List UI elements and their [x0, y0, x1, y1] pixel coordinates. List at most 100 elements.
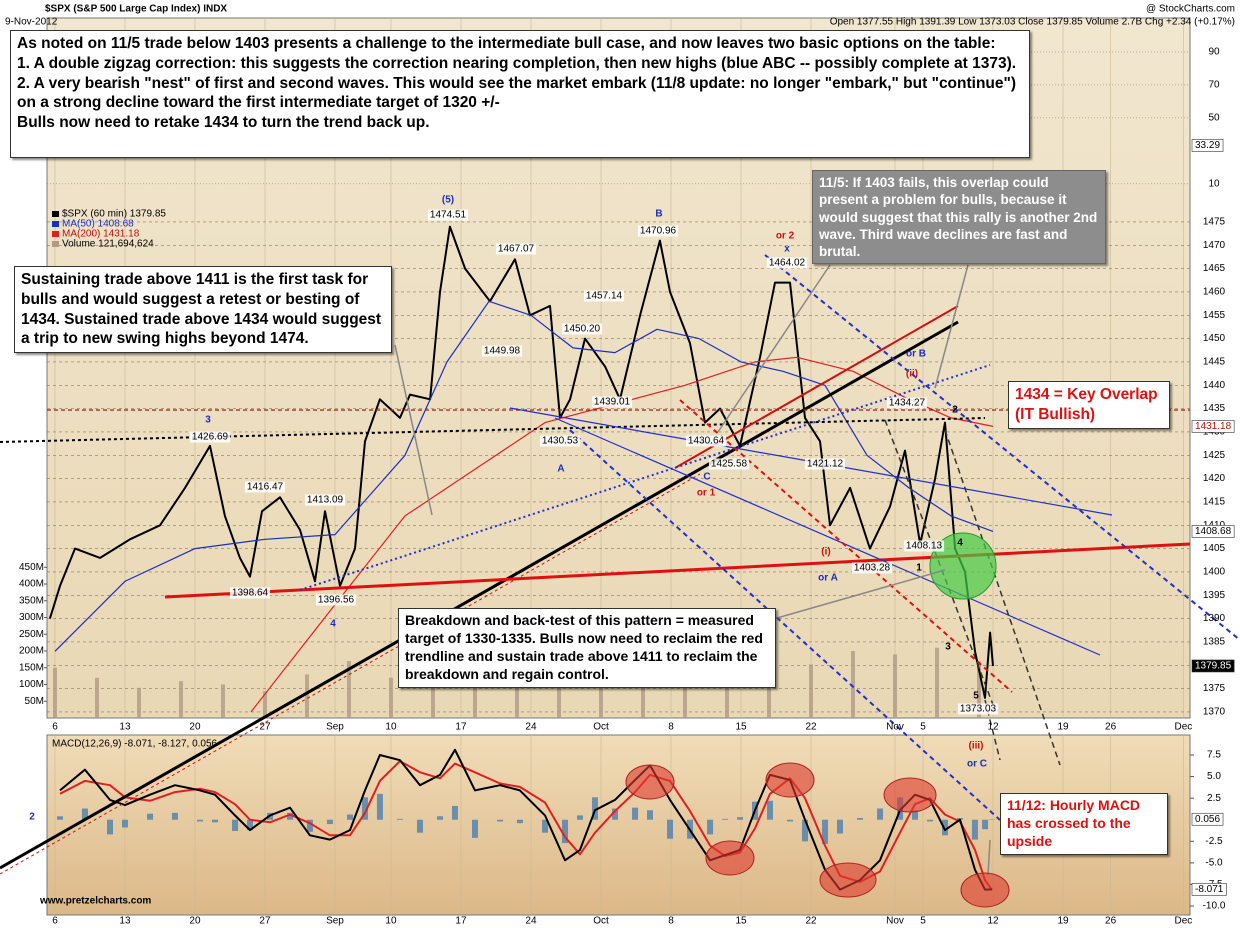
x-tick-label: Sep [326, 916, 344, 927]
x-tick-label: 19 [1057, 916, 1069, 927]
wave-label: 4 [330, 619, 336, 630]
x-tick-label: 8 [668, 916, 674, 927]
y2-tick-label: 10 [1208, 178, 1220, 189]
x-tick-label: 5 [920, 722, 926, 733]
price-note: 1425.58 [711, 459, 748, 470]
wave-label: C [703, 472, 710, 483]
histogram-bar [306, 819, 313, 832]
x-tick-label: 27 [259, 916, 271, 927]
price-note-box [766, 257, 808, 269]
price-note-box [561, 323, 603, 335]
callout [717, 264, 831, 433]
histogram-bar [877, 808, 884, 820]
price-note-box [708, 458, 750, 470]
legend-label: $SPX (60 min) 1379.85 [62, 209, 166, 220]
x-tick-label: 24 [525, 916, 537, 927]
x-tick-label: 22 [805, 722, 817, 733]
blue-line [554, 417, 1101, 656]
wave-label: or C [967, 759, 987, 770]
histogram-bar [197, 819, 204, 822]
histogram-bar [576, 815, 583, 820]
y-tick-label: 1435 [1203, 403, 1226, 414]
histogram-bar [562, 819, 569, 844]
volume-bar [136, 687, 141, 718]
price-note: 1403.28 [854, 563, 891, 574]
legend-swatch [52, 221, 59, 227]
price-note-box [637, 225, 679, 237]
legend-label: MA(200) 1431.18 [62, 229, 140, 240]
volume-tick-label: 250M [19, 629, 44, 640]
trendlines [0, 254, 1240, 908]
x-tick-label: 26 [1105, 916, 1117, 927]
histogram-bar [857, 818, 864, 820]
source: @ StockCharts.com [1146, 4, 1235, 15]
histogram-bar [107, 819, 114, 835]
chart-title: $SPX (S&P 500 Large Cap Index) INDX [45, 4, 227, 15]
wave-label: 2 [952, 405, 958, 416]
wave-label: 3 [945, 642, 951, 653]
blue-dotted [299, 364, 991, 591]
dotted-line [0, 417, 986, 443]
note-left: Sustaining trade above 1411 is the first… [14, 266, 392, 354]
histogram-bar [982, 819, 989, 830]
histogram-bar [927, 819, 934, 822]
wave-label: 4 [957, 538, 963, 549]
volume-bar [851, 651, 856, 718]
price-note-box [481, 345, 523, 357]
histogram-bar [707, 819, 714, 835]
histogram-bar [647, 810, 654, 820]
last-value: -8.071 [1195, 884, 1224, 895]
last-value: 1408.68 [1195, 526, 1232, 537]
x-tick-label: 15 [735, 722, 747, 733]
y-tick-label: 1395 [1203, 590, 1226, 601]
x-tick-label: 6 [52, 722, 58, 733]
histogram-bar [326, 819, 333, 825]
histogram-bar [941, 819, 948, 836]
y-tick-label: 1375 [1203, 683, 1226, 694]
red-trendline [164, 542, 1191, 599]
x-tick-label: 10 [385, 722, 397, 733]
series-line [54, 300, 994, 652]
y-tick-label: 2.5 [1207, 793, 1221, 804]
price-note: 1396.56 [318, 595, 355, 606]
wave-label: or 2 [776, 231, 795, 242]
price-note-box [189, 431, 231, 443]
price-note: 1449.98 [484, 346, 521, 357]
histogram-bar [497, 819, 504, 822]
note-top: As noted on 11/5 trade below 1403 presen… [10, 30, 1030, 158]
x-tick-label: 17 [455, 916, 467, 927]
blue-channel [764, 254, 1240, 641]
y-tick-label: 1440 [1203, 380, 1226, 391]
price-note: 1413.09 [307, 495, 344, 506]
volume-bar [809, 664, 814, 718]
histogram-bar [516, 819, 523, 824]
date: 9-Nov-2012 [5, 17, 58, 28]
highlight [929, 532, 997, 600]
x-tick-label: 17 [455, 722, 467, 733]
last-value: 0.056 [1195, 814, 1220, 825]
histogram-bar [346, 814, 353, 820]
volume-bar [178, 681, 183, 718]
note-key: 1434 = Key Overlap (IT Bullish) [1008, 381, 1170, 429]
volume-tick-label: 450M [19, 562, 44, 573]
legend-swatch [52, 241, 59, 247]
x-tick-label: 12 [987, 916, 999, 927]
volume-bar [346, 661, 351, 718]
note-line: 2. A very bearish "nest" of first and se… [17, 74, 1017, 112]
price-note-box [851, 562, 893, 574]
wave-label: A [557, 464, 564, 475]
histogram-bar [766, 800, 773, 820]
macd-highlights [625, 762, 1010, 908]
price-note: 1373.03 [960, 704, 997, 715]
y2-tick-label: 70 [1208, 80, 1220, 91]
histogram-bar [212, 819, 219, 823]
volume-tick-label: 100M [19, 679, 44, 690]
volume-tick-label: 200M [19, 646, 44, 657]
x-tick-label: 8 [668, 722, 674, 733]
price-note-box [315, 594, 357, 606]
volume-bar [725, 657, 730, 718]
black-dashed [944, 429, 1061, 766]
last-value: 1379.85 [1195, 661, 1232, 672]
y-tick-label: 1470 [1203, 240, 1226, 251]
histogram-bar [737, 817, 744, 820]
